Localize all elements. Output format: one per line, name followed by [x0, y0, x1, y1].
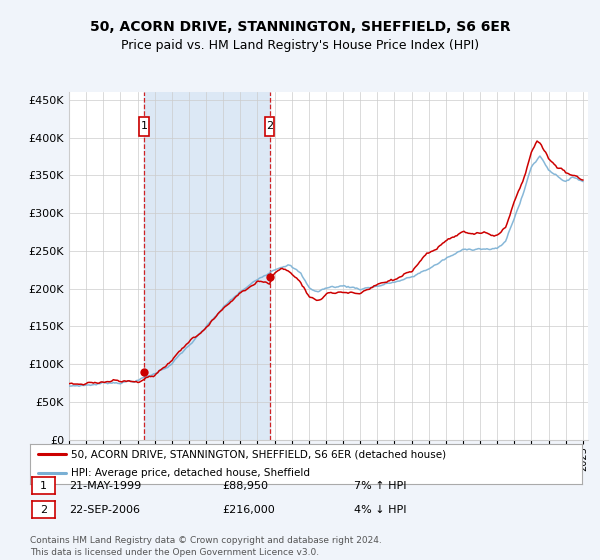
Text: 50, ACORN DRIVE, STANNINGTON, SHEFFIELD, S6 6ER: 50, ACORN DRIVE, STANNINGTON, SHEFFIELD,… — [89, 20, 511, 34]
Text: 1: 1 — [140, 122, 148, 132]
Text: 22-SEP-2006: 22-SEP-2006 — [69, 505, 140, 515]
Bar — [144, 92, 270, 440]
Text: 2: 2 — [40, 505, 47, 515]
Text: 2: 2 — [266, 122, 274, 132]
Text: Contains HM Land Registry data © Crown copyright and database right 2024.
This d: Contains HM Land Registry data © Crown c… — [30, 536, 382, 557]
Text: 50, ACORN DRIVE, STANNINGTON, SHEFFIELD, S6 6ER (detached house): 50, ACORN DRIVE, STANNINGTON, SHEFFIELD,… — [71, 449, 446, 459]
FancyBboxPatch shape — [265, 116, 274, 136]
Text: HPI: Average price, detached house, Sheffield: HPI: Average price, detached house, Shef… — [71, 468, 310, 478]
Text: 7% ↑ HPI: 7% ↑ HPI — [354, 480, 407, 491]
Text: 1: 1 — [40, 480, 47, 491]
FancyBboxPatch shape — [139, 116, 149, 136]
Text: £216,000: £216,000 — [222, 505, 275, 515]
Text: £88,950: £88,950 — [222, 480, 268, 491]
Text: Price paid vs. HM Land Registry's House Price Index (HPI): Price paid vs. HM Land Registry's House … — [121, 39, 479, 52]
Text: 4% ↓ HPI: 4% ↓ HPI — [354, 505, 407, 515]
Text: 21-MAY-1999: 21-MAY-1999 — [69, 480, 141, 491]
